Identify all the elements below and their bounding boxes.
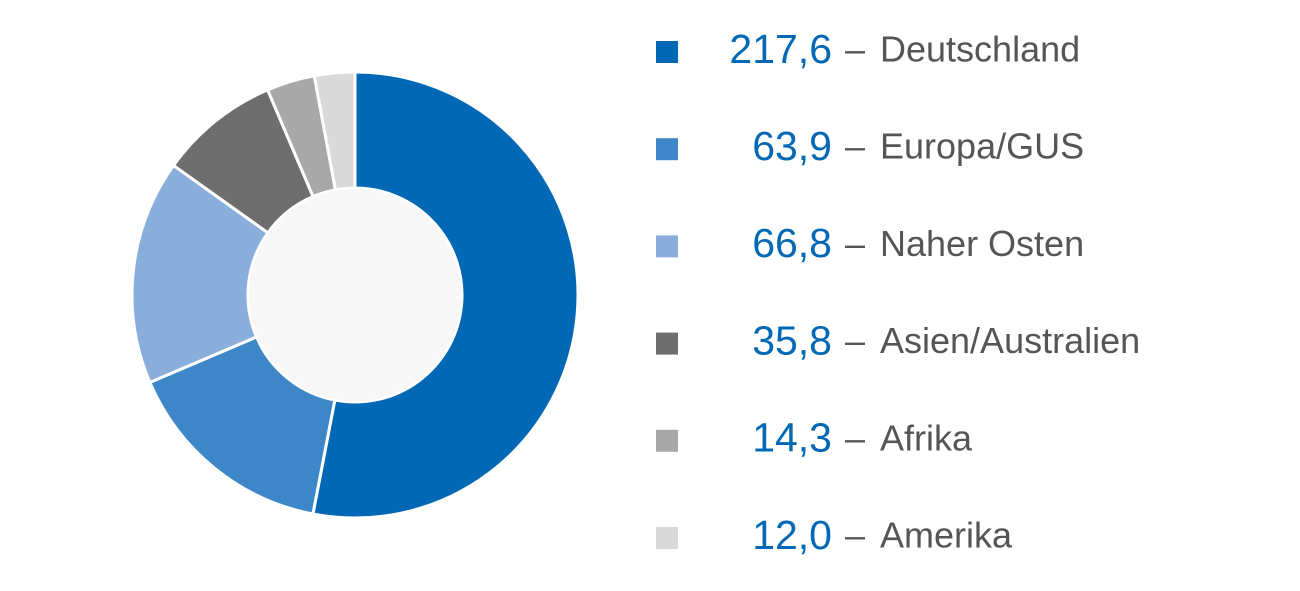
legend-swatch xyxy=(656,527,678,549)
legend-separator: – xyxy=(845,29,865,70)
donut-slice xyxy=(147,334,337,516)
legend-separator: – xyxy=(845,515,865,556)
legend-separator: – xyxy=(845,417,865,458)
legend-swatch xyxy=(656,138,678,161)
legend-label: Europa/GUS xyxy=(880,126,1084,167)
donut-slice xyxy=(311,70,580,520)
legend-separator: – xyxy=(845,320,865,361)
legend-value: 14,3 xyxy=(752,415,832,461)
legend-label: Amerika xyxy=(880,515,1013,556)
legend-swatch xyxy=(656,332,678,355)
legend-separator: – xyxy=(845,223,865,264)
donut-slice xyxy=(312,70,357,192)
legend-swatch xyxy=(656,429,678,452)
legend-label: Naher Osten xyxy=(880,223,1084,264)
legend-value: 66,8 xyxy=(752,220,832,266)
legend-label: Asien/Australien xyxy=(880,320,1140,361)
legend-swatch xyxy=(656,235,678,258)
legend-label: Deutschland xyxy=(880,29,1080,70)
donut-slice xyxy=(130,163,271,385)
legend-value: 12,0 xyxy=(752,512,832,558)
legend-value: 217,6 xyxy=(729,26,832,72)
legend-value: 35,8 xyxy=(752,317,832,363)
legend-label: Afrika xyxy=(880,417,973,458)
legend-value: 63,9 xyxy=(752,123,832,169)
legend-separator: – xyxy=(845,126,865,167)
legend-swatch xyxy=(656,41,678,63)
donut-hole xyxy=(249,189,461,401)
